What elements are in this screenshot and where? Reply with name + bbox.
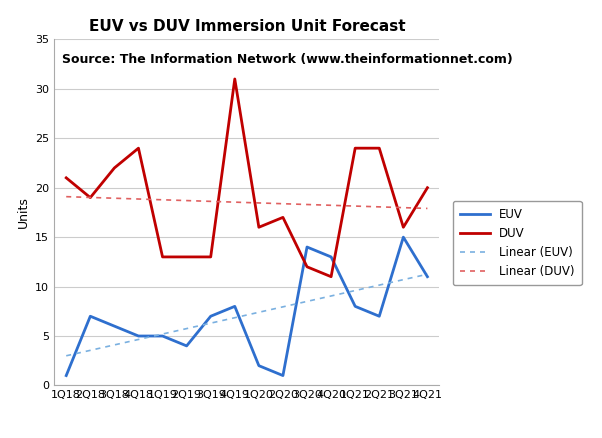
Linear (DUV) <box>63 194 70 199</box>
Linear (DUV) <box>327 203 335 208</box>
Linear (EUV) <box>111 342 118 347</box>
Linear (EUV) <box>207 321 214 326</box>
Line: DUV: DUV <box>66 79 427 277</box>
EUV <box>183 343 190 349</box>
EUV <box>87 314 94 319</box>
Linear (DUV) <box>400 205 407 210</box>
Line: Linear (EUV): Linear (EUV) <box>66 274 427 356</box>
Linear (DUV) <box>376 204 383 209</box>
Linear (DUV) <box>255 200 262 205</box>
EUV <box>327 254 335 260</box>
DUV <box>376 145 383 151</box>
Linear (EUV) <box>352 288 359 293</box>
Linear (EUV) <box>376 283 383 288</box>
Linear (EUV) <box>303 299 311 304</box>
Linear (EUV) <box>279 304 287 310</box>
DUV <box>327 274 335 279</box>
EUV <box>424 274 431 279</box>
Linear (DUV) <box>279 201 287 206</box>
Linear (EUV) <box>255 310 262 315</box>
DUV <box>183 254 190 260</box>
DUV <box>255 225 262 230</box>
Y-axis label: Units: Units <box>17 197 29 228</box>
EUV <box>376 314 383 319</box>
EUV <box>63 373 70 378</box>
Linear (DUV) <box>183 198 190 203</box>
DUV <box>63 175 70 180</box>
EUV <box>135 333 142 339</box>
DUV <box>231 76 238 81</box>
DUV <box>159 254 166 260</box>
Text: Source: The Information Network (www.theinformationnet.com): Source: The Information Network (www.the… <box>62 53 513 66</box>
Linear (EUV) <box>87 348 94 353</box>
Linear (DUV) <box>424 206 431 211</box>
Linear (DUV) <box>111 196 118 201</box>
Line: Linear (DUV): Linear (DUV) <box>66 197 427 208</box>
Title: EUV vs DUV Immersion Unit Forecast: EUV vs DUV Immersion Unit Forecast <box>88 19 405 34</box>
Linear (EUV) <box>231 315 238 320</box>
Linear (DUV) <box>303 202 311 207</box>
EUV <box>255 363 262 368</box>
EUV <box>159 333 166 339</box>
Linear (EUV) <box>63 353 70 358</box>
DUV <box>352 145 359 151</box>
Linear (EUV) <box>400 277 407 282</box>
Linear (DUV) <box>135 196 142 201</box>
EUV <box>352 304 359 309</box>
Line: EUV: EUV <box>66 237 427 375</box>
EUV <box>400 234 407 240</box>
DUV <box>424 185 431 191</box>
Linear (EUV) <box>183 326 190 331</box>
Linear (DUV) <box>352 203 359 208</box>
Linear (DUV) <box>159 197 166 202</box>
DUV <box>400 225 407 230</box>
Linear (EUV) <box>159 332 166 337</box>
Linear (EUV) <box>327 293 335 299</box>
EUV <box>231 304 238 309</box>
Linear (DUV) <box>207 199 214 204</box>
DUV <box>87 195 94 200</box>
DUV <box>207 254 214 260</box>
EUV <box>303 244 311 250</box>
EUV <box>279 373 287 378</box>
EUV <box>207 314 214 319</box>
Linear (DUV) <box>231 200 238 205</box>
Legend: EUV, DUV, Linear (EUV), Linear (DUV): EUV, DUV, Linear (EUV), Linear (DUV) <box>453 201 582 285</box>
Linear (DUV) <box>87 195 94 200</box>
EUV <box>111 324 118 329</box>
Linear (EUV) <box>424 272 431 277</box>
DUV <box>279 215 287 220</box>
DUV <box>135 145 142 151</box>
Linear (EUV) <box>135 337 142 342</box>
DUV <box>111 165 118 170</box>
DUV <box>303 264 311 269</box>
